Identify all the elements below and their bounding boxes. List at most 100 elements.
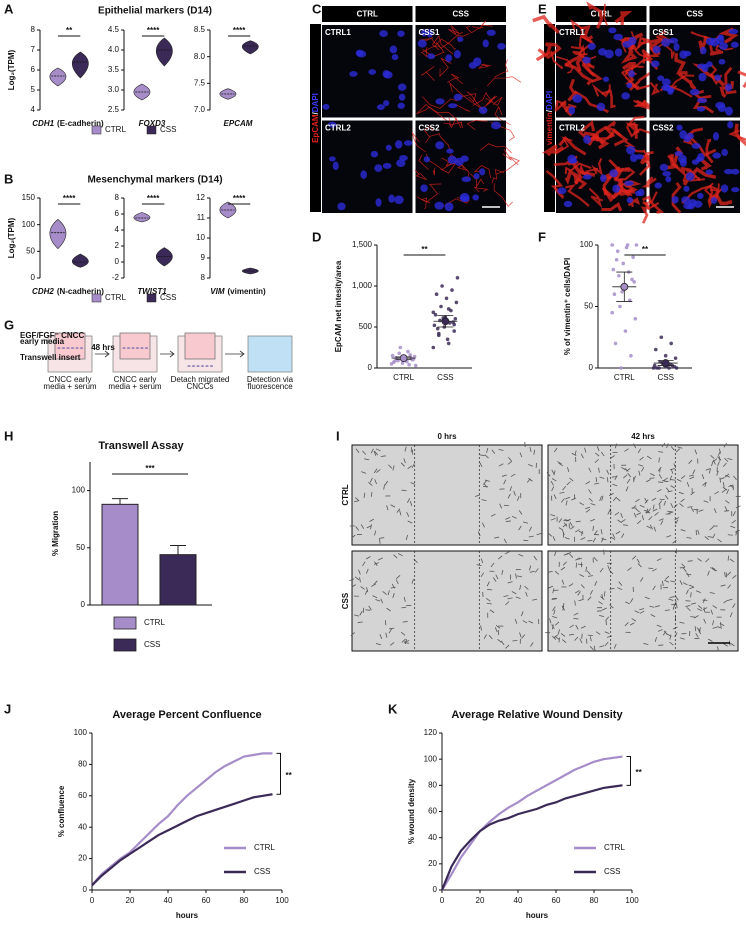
- cell: [664, 579, 670, 583]
- cell: [523, 539, 529, 542]
- cell: [646, 525, 652, 529]
- cell: [498, 555, 503, 560]
- cell: [575, 529, 580, 533]
- y-tick-label: 60: [78, 791, 87, 800]
- cell: [717, 461, 720, 467]
- cell: [390, 586, 396, 589]
- gene-name: VIM: [210, 287, 225, 296]
- y-tick-label: 50: [584, 302, 593, 311]
- nucleus: [391, 53, 399, 61]
- nucleus: [720, 184, 729, 193]
- fluor-red: [454, 103, 471, 112]
- cell: [670, 446, 675, 451]
- violin: [71, 51, 89, 79]
- cell: [679, 567, 685, 569]
- image-label: CSS1: [653, 28, 674, 37]
- cell: [704, 536, 709, 541]
- y-tick-label: 8: [201, 273, 206, 282]
- cell: [377, 557, 383, 561]
- cell: [366, 525, 372, 529]
- y-tick-label: 8: [31, 25, 36, 34]
- cell: [580, 584, 585, 589]
- legend-swatch: [91, 293, 102, 303]
- nucleus: [626, 145, 636, 155]
- cell: [361, 471, 367, 474]
- cell: [678, 491, 684, 495]
- data-point: [659, 335, 664, 340]
- fluor-red: [491, 168, 505, 184]
- cell: [695, 632, 699, 638]
- cell: [364, 458, 370, 461]
- cell: [675, 603, 678, 609]
- nucleus: [661, 38, 671, 47]
- cell: [563, 552, 569, 556]
- x-axis-label: VIM (vimentin): [210, 287, 266, 296]
- x-tick-label: 20: [476, 896, 485, 905]
- fluor-red: [580, 25, 594, 43]
- cell: [406, 512, 410, 517]
- nucleus: [662, 170, 671, 177]
- cell-icon: [200, 365, 205, 367]
- nucleus: [426, 29, 433, 38]
- cell: [644, 499, 649, 504]
- cell: [584, 447, 587, 453]
- cell: [369, 518, 375, 522]
- fluor-red: [414, 169, 427, 181]
- y-tick-label: 0: [368, 363, 373, 372]
- data-point: [412, 354, 417, 359]
- data-point: [431, 345, 436, 350]
- cell: [614, 512, 620, 516]
- cell: [726, 489, 730, 495]
- y-axis-label: % Migration: [51, 511, 60, 556]
- cell: [349, 578, 355, 582]
- cell: [529, 565, 532, 571]
- cell-icon: [135, 347, 140, 349]
- cell: [505, 517, 511, 520]
- cell: [574, 590, 580, 594]
- cell: [403, 596, 406, 602]
- nucleus: [472, 194, 480, 201]
- violin: [49, 67, 67, 87]
- cell: [518, 553, 524, 557]
- data-point: [610, 243, 615, 247]
- cell: [550, 517, 556, 521]
- fluor-red: [666, 153, 679, 170]
- cell: [687, 506, 693, 508]
- cell: [621, 519, 626, 523]
- cell: [491, 449, 496, 454]
- cell: [373, 468, 378, 474]
- cell: [588, 467, 592, 473]
- cell-icon: [205, 365, 209, 367]
- nucleus: [721, 148, 728, 157]
- step-label: CNCC early: [49, 375, 92, 384]
- step-label: CNCCs: [186, 382, 213, 391]
- cell: [727, 534, 733, 536]
- y-tick-label: 12: [196, 193, 205, 202]
- stain-part: /: [311, 111, 320, 114]
- cell: [654, 512, 659, 516]
- panel-letter: H: [4, 428, 13, 443]
- nucleus: [715, 101, 726, 109]
- cell: [507, 597, 513, 600]
- well: [247, 335, 293, 373]
- nucleus: [454, 157, 464, 166]
- cell: [604, 641, 609, 647]
- cell: [609, 587, 615, 590]
- fluor-red: [682, 166, 717, 186]
- fluor-red: [447, 73, 464, 85]
- cell: [380, 455, 386, 457]
- cell: [601, 495, 604, 501]
- cell: [376, 469, 381, 473]
- cell: [656, 558, 662, 561]
- legend-swatch: [113, 638, 137, 652]
- cell: [607, 565, 611, 571]
- cell: [384, 480, 389, 486]
- cell: [519, 452, 523, 458]
- y-tick-label: 80: [428, 780, 437, 789]
- nucleus: [374, 164, 383, 173]
- column-label: CSS: [687, 10, 704, 19]
- y-tick-label: 100: [74, 728, 88, 737]
- cell: [362, 561, 366, 567]
- column-label: CTRL: [357, 10, 378, 19]
- cell: [561, 605, 566, 611]
